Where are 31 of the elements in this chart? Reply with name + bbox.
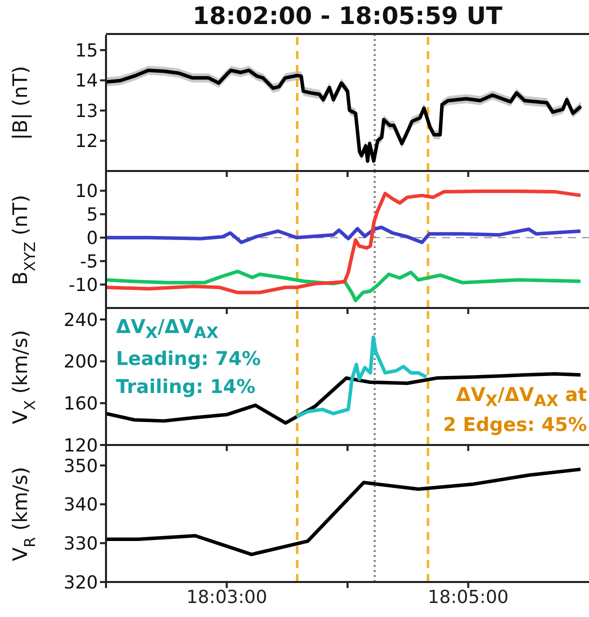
x-tick-label: 18:03:00 xyxy=(186,586,268,608)
line-series xyxy=(106,270,582,302)
y-tick-label: 340 xyxy=(64,494,98,516)
y-tick-label: 160 xyxy=(64,394,98,415)
y-tick-label: 240 xyxy=(64,310,98,331)
y-tick-label: 5 xyxy=(86,204,98,226)
line-series xyxy=(106,226,582,244)
annotation: ΔV$_{X}$/ΔV$_{AX}$ xyxy=(116,315,218,344)
y-tick-label: 330 xyxy=(64,534,98,555)
line-series xyxy=(106,468,582,556)
y-tick-label: 320 xyxy=(64,572,98,594)
y-tick-label: 10 xyxy=(75,181,98,202)
annotation: ΔV$_{X}$/ΔV$_{AX}$ at xyxy=(456,383,587,412)
y-tick-label: 15 xyxy=(75,40,98,62)
y-tick-label: 14 xyxy=(75,70,98,92)
chart-title: 18:02:00 - 18:05:59 UT xyxy=(192,1,504,32)
y-tick-label: 350 xyxy=(64,456,98,477)
y-tick-label: -10 xyxy=(68,274,98,296)
y-tick-label: -5 xyxy=(80,251,98,272)
y-tick-label: 120 xyxy=(64,435,98,456)
y-tick-label: 13 xyxy=(75,100,98,122)
y-axis-title: |B| (nT) xyxy=(8,66,32,140)
line-series xyxy=(106,189,582,294)
annotation: 2 Edges: 45% xyxy=(443,413,587,437)
y-tick-label: 200 xyxy=(64,352,98,373)
line-series xyxy=(294,335,428,419)
y-tick-label: 0 xyxy=(86,228,98,250)
y-tick-label: 12 xyxy=(75,131,98,152)
annotation: Leading: 74% xyxy=(116,347,261,371)
annotation: Trailing: 14% xyxy=(116,375,256,399)
x-tick-label: 18:05:00 xyxy=(428,586,509,608)
